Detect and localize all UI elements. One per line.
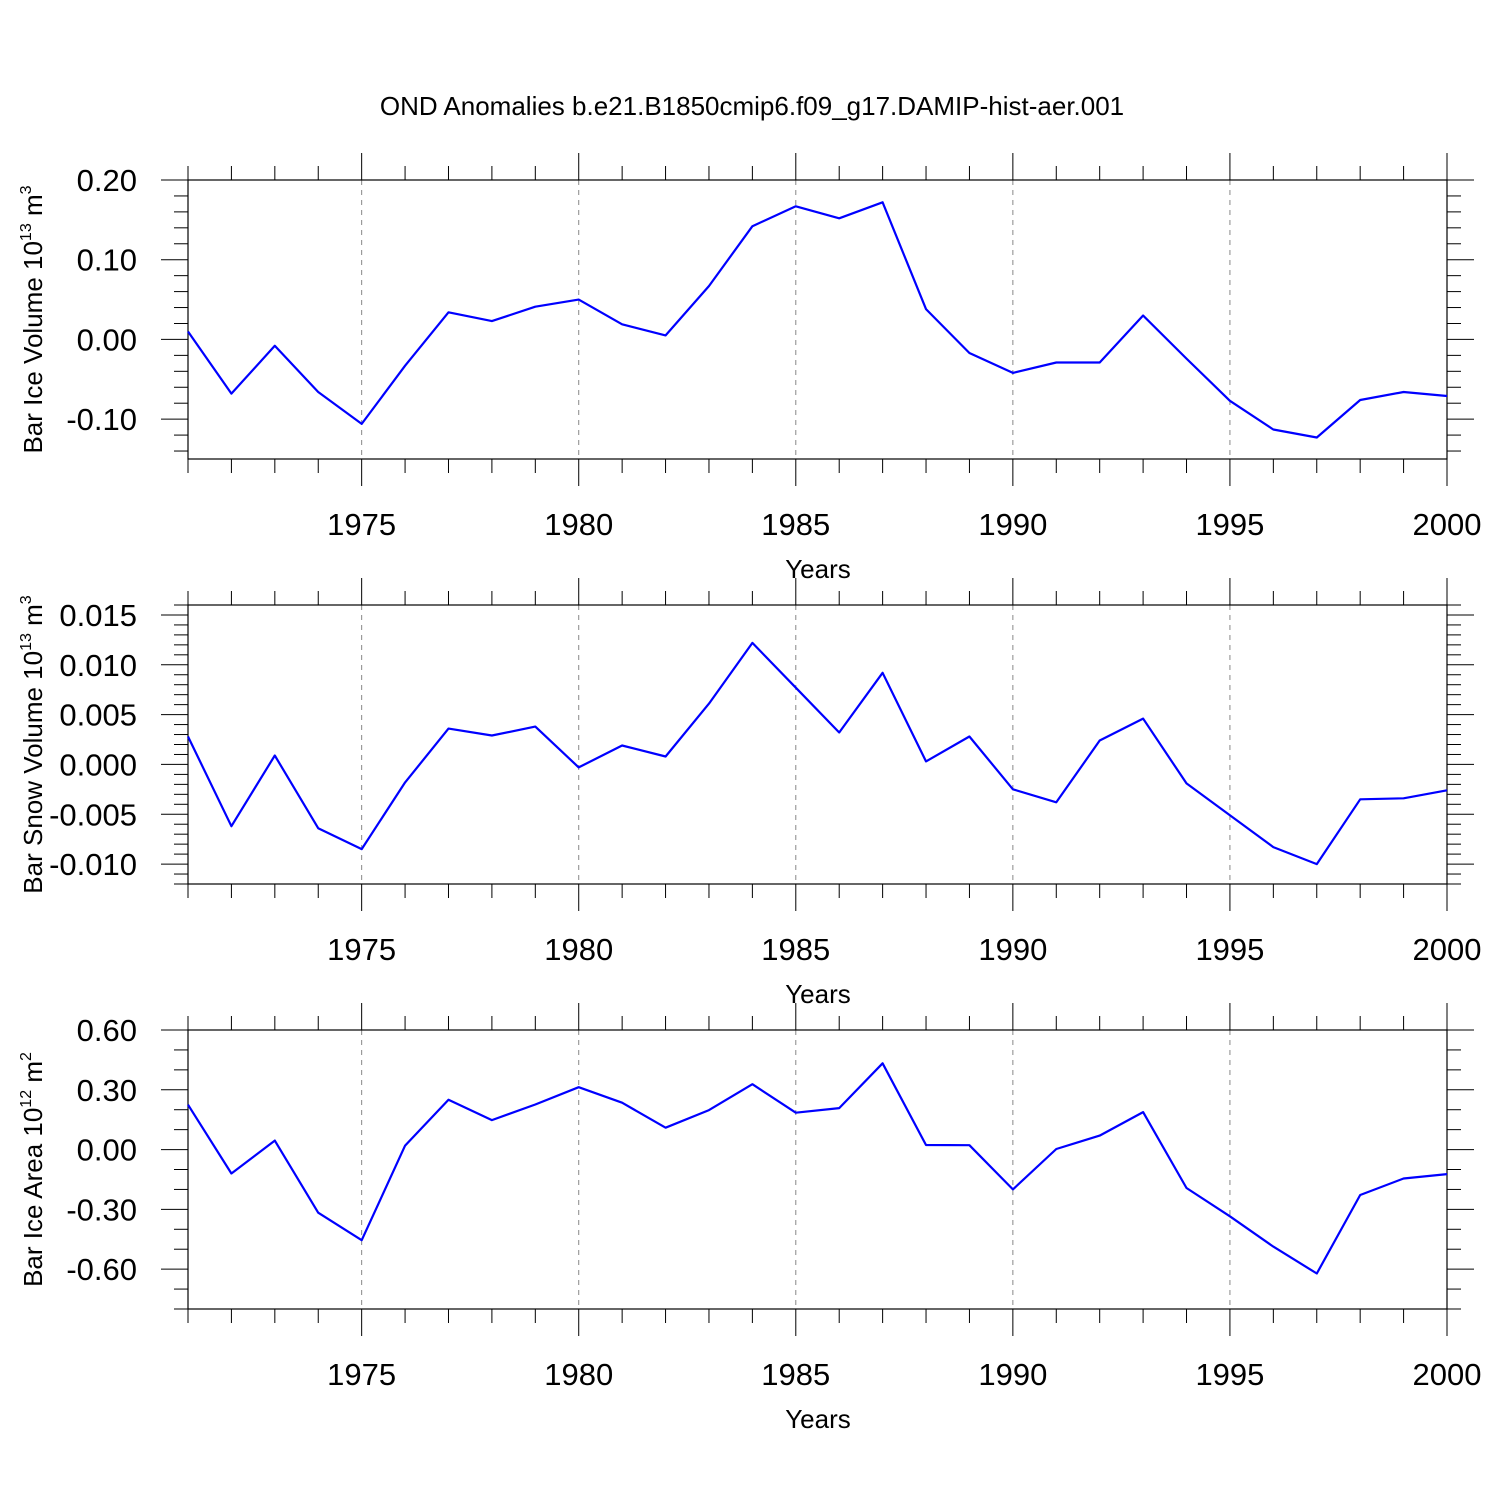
y-tick-label: 0.000: [59, 747, 137, 782]
x-tick-label: 1980: [544, 1357, 613, 1392]
x-tick-label: 1990: [978, 507, 1047, 542]
x-tick-label: 1995: [1195, 932, 1264, 967]
x-tick-label: 1995: [1195, 507, 1264, 542]
y-tick-label: -0.010: [49, 847, 137, 882]
series-line: [187, 641, 1448, 866]
y-tick-label: 0.60: [77, 1013, 137, 1048]
x-tick-label: 1995: [1195, 1357, 1264, 1392]
x-tick-label: 1985: [761, 1357, 830, 1392]
x-tick-label: 1990: [978, 1357, 1047, 1392]
x-tick-label: 2000: [1413, 932, 1482, 967]
y-tick-label: -0.005: [49, 797, 137, 832]
y-tick-label: 0.30: [77, 1073, 137, 1108]
x-tick-label: 1975: [327, 507, 396, 542]
y-tick-label: 0.10: [77, 243, 137, 278]
y-tick-label: 0.010: [59, 648, 137, 683]
x-tick-label: 1975: [327, 932, 396, 967]
chart-title: OND Anomalies b.e21.B1850cmip6.f09_g17.D…: [380, 91, 1124, 121]
y-axis-title: Bar Ice Volume 1013 m3: [18, 185, 48, 453]
plot-frame: [187, 1029, 1448, 1310]
plot-frame: [187, 604, 1448, 885]
series-line: [187, 1062, 1448, 1275]
plot-frame: [187, 179, 1448, 460]
x-tick-label: 1980: [544, 507, 613, 542]
y-tick-label: 0.015: [59, 598, 137, 633]
panel-2: -0.010 -0.005 0.000 0.005 0.010 0.015 1975 1980…: [18, 578, 1481, 1009]
y-tick-label: -0.10: [66, 402, 137, 437]
x-tick-label: 1990: [978, 932, 1047, 967]
series-line: [187, 201, 1448, 439]
y-tick-label: 0.20: [77, 163, 137, 198]
y-tick-label: 0.005: [59, 698, 137, 733]
x-tick-label: 2000: [1413, 507, 1482, 542]
y-axis-title: Bar Ice Area 1012 m2: [18, 1052, 48, 1287]
y-tick-label: -0.30: [66, 1192, 137, 1227]
y-tick-label: 0.00: [77, 1133, 137, 1168]
chart-panels: -0.10 0.00 0.10 0.20 1975 1980 1985 1990 1995 200…: [18, 153, 1481, 1434]
y-axis-title: Bar Snow Volume 1013 m3: [18, 595, 48, 894]
x-axis-title: Years: [785, 1404, 851, 1434]
panel-1: -0.10 0.00 0.10 0.20 1975 1980 1985 1990 1995 200…: [18, 153, 1481, 584]
x-tick-label: 1985: [761, 507, 830, 542]
x-axis-title: Years: [785, 554, 851, 584]
x-tick-label: 1985: [761, 932, 830, 967]
x-tick-label: 1975: [327, 1357, 396, 1392]
panel-3: -0.60 -0.30 0.00 0.30 0.60 1975 1980 1985 1990 19…: [18, 1003, 1481, 1434]
x-axis-title: Years: [785, 979, 851, 1009]
x-tick-label: 2000: [1413, 1357, 1482, 1392]
y-tick-label: -0.60: [66, 1252, 137, 1287]
x-tick-label: 1980: [544, 932, 613, 967]
y-tick-label: 0.00: [77, 322, 137, 357]
